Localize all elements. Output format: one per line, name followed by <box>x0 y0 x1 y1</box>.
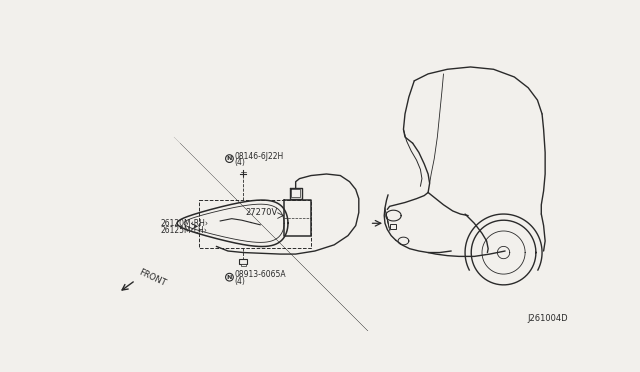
Text: 08913-6065A: 08913-6065A <box>235 270 287 279</box>
Text: J261004D: J261004D <box>527 314 568 323</box>
Text: (4): (4) <box>235 158 246 167</box>
Text: N: N <box>227 275 232 280</box>
Text: N: N <box>227 156 232 161</box>
Bar <box>241 264 246 266</box>
Bar <box>239 259 247 264</box>
Bar <box>390 224 396 230</box>
Text: 27270V: 27270V <box>246 208 278 217</box>
Text: (4): (4) <box>235 276 246 286</box>
Text: 26125M‹LH›: 26125M‹LH› <box>161 226 208 235</box>
Text: 08146-6J22H: 08146-6J22H <box>235 152 284 161</box>
Text: FRONT: FRONT <box>137 268 167 288</box>
Text: 26120M‹RH›: 26120M‹RH› <box>161 219 209 228</box>
